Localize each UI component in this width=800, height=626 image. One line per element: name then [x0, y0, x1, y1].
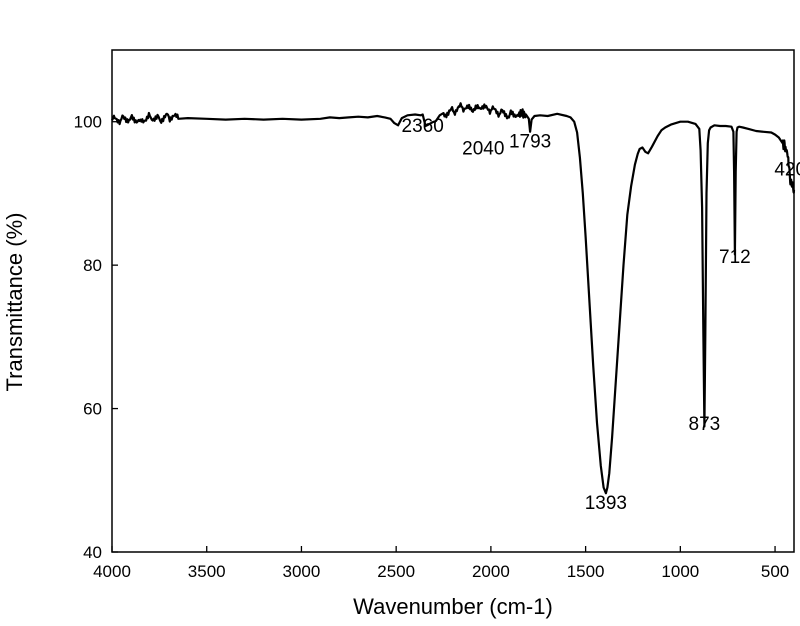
x-tick-label: 500: [761, 562, 789, 581]
peak-label: 873: [689, 414, 721, 435]
x-tick-label: 1500: [567, 562, 605, 581]
y-tick-label: 60: [83, 400, 102, 419]
x-axis-title: Wavenumber (cm-1): [353, 594, 553, 619]
plot-area-frame: [111, 49, 795, 553]
x-axis-ticks: 4000 3500 3000 2500 2000 1500 1000 500: [93, 546, 789, 581]
peak-label: 1793: [509, 132, 551, 153]
peak-label: 2360: [402, 116, 444, 137]
peak-label: 712: [719, 247, 751, 268]
x-tick-label: 2500: [377, 562, 415, 581]
y-tick-label: 80: [83, 256, 102, 275]
y-axis-title: Transmittance (%): [2, 213, 27, 392]
spectrum-line: [111, 102, 796, 495]
y-axis-ticks: 40 60 80 100: [74, 113, 118, 562]
x-tick-label: 3000: [283, 562, 321, 581]
series-layer: [111, 102, 796, 495]
y-tick-label: 40: [83, 543, 102, 562]
x-tick-label: 4000: [93, 562, 131, 581]
x-tick-label: 1000: [661, 562, 699, 581]
peak-label: 1393: [585, 493, 627, 514]
y-tick-label: 100: [74, 113, 102, 132]
peak-label: 420: [774, 160, 800, 181]
x-tick-label: 2000: [472, 562, 510, 581]
peak-label: 2040: [462, 139, 504, 160]
x-tick-label: 3500: [188, 562, 226, 581]
